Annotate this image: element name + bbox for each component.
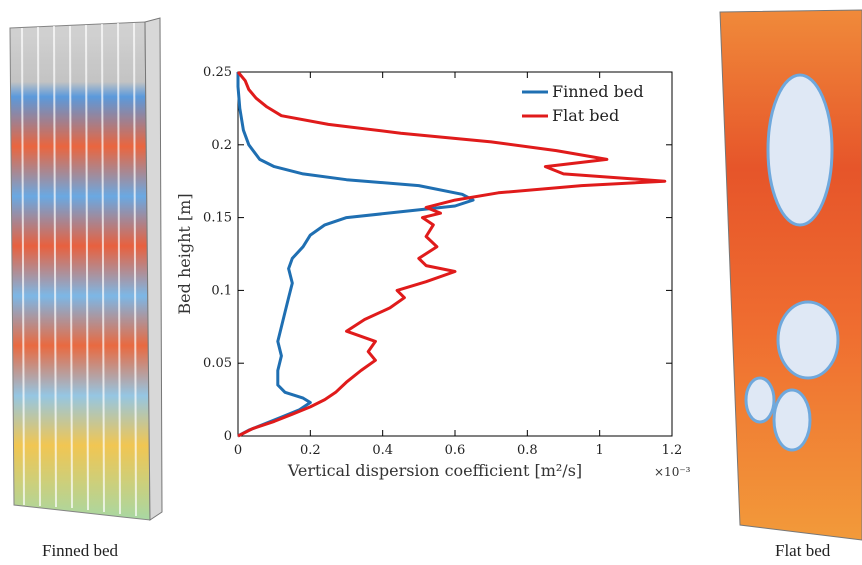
- plot-frame: [237, 71, 673, 437]
- legend-label: Flat bed: [552, 106, 619, 125]
- x-tick-label: 0.6: [445, 443, 466, 458]
- series-line-finned-bed: [236, 72, 475, 438]
- flat-bed-visualization: [700, 0, 862, 561]
- x-tick-label: 1: [596, 443, 604, 458]
- y-axis-label: Bed height [m]: [175, 193, 194, 314]
- y-tick-label: 0.1: [211, 283, 232, 298]
- x-tick-label: 0: [234, 443, 242, 458]
- flat-bed-image: [719, 9, 862, 541]
- x-axis-label: Vertical dispersion coefficient [m²/s]: [287, 461, 582, 480]
- x-tick-label: 0.4: [372, 443, 393, 458]
- finned-bed-visualization: [0, 0, 200, 561]
- y-tick-label: 0: [224, 429, 232, 444]
- finned-bed-caption: Finned bed: [42, 541, 119, 560]
- x-tick-label: 0.8: [517, 443, 538, 458]
- flat-bed-caption: Flat bed: [775, 541, 831, 560]
- series-line-flat-bed: [236, 71, 667, 438]
- chart-svg: 0 0.2 0.4 0.6 0.8 1 1.2 0 0.05 0.1 0.15 0.2 0.25 Vert…: [175, 65, 691, 480]
- legend-label: Finned bed: [552, 82, 644, 101]
- x-tick-label: 1.2: [662, 443, 683, 458]
- y-tick-label: 0.2: [211, 138, 232, 153]
- finned-bed-image: [9, 17, 163, 521]
- y-tick-label: 0.25: [203, 65, 232, 80]
- y-tick-label: 0.05: [203, 356, 232, 371]
- x-tick-label: 0.2: [300, 443, 321, 458]
- y-tick-label: 0.15: [203, 211, 232, 226]
- chart: 0 0.2 0.4 0.6 0.8 1 1.2 0 0.05 0.1 0.15 0.2 0.25 Vert…: [160, 50, 700, 500]
- x-axis-multiplier: ×10⁻³: [654, 465, 691, 479]
